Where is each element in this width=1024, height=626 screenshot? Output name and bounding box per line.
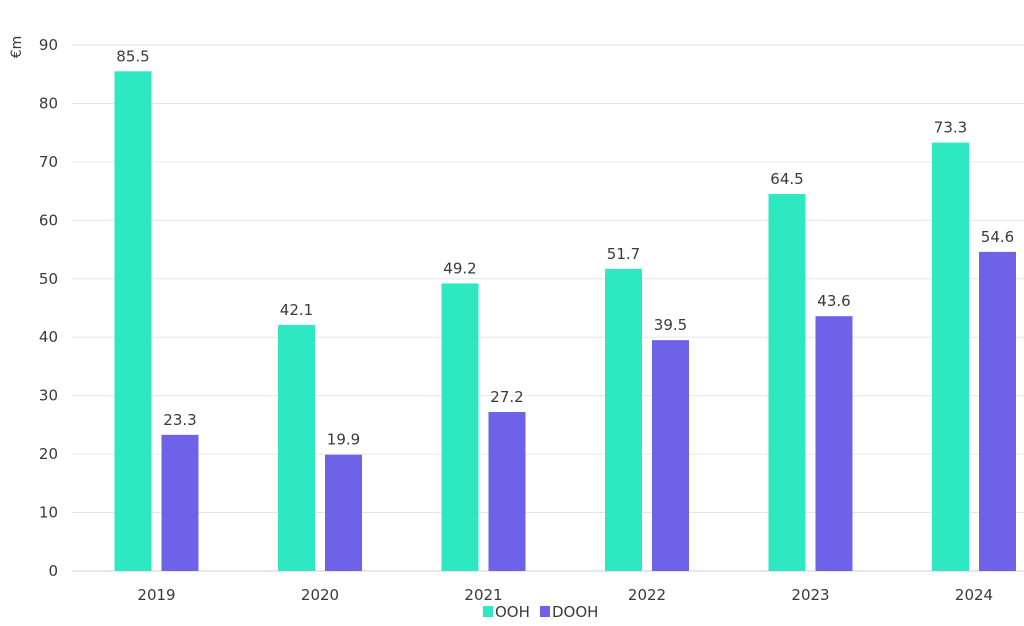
y-tick-label: 80 (39, 94, 58, 112)
x-tick-label: 2023 (791, 586, 829, 604)
x-tick-label: 2019 (137, 586, 175, 604)
y-tick-label: 20 (39, 445, 58, 463)
bar-dooh-2021 (488, 412, 526, 571)
x-tick-label: 2020 (301, 586, 339, 604)
y-tick-label: 30 (39, 387, 58, 405)
bar-ooh-2021 (441, 283, 479, 571)
bar-dooh-2020 (325, 454, 362, 571)
bar-dooh-2024 (979, 251, 1016, 572)
bar-dooh-2019 (161, 434, 199, 571)
legend-swatch-dooh (540, 606, 550, 617)
data-label: 27.2 (490, 388, 523, 406)
gridlines (72, 44, 1024, 572)
data-label: 42.1 (280, 301, 313, 319)
y-axis-ticks: 0 10 20 30 40 50 60 70 80 90 (39, 36, 58, 580)
x-tick-label: 2022 (628, 586, 666, 604)
data-label: 43.6 (817, 292, 850, 310)
y-axis-label: €m (9, 36, 25, 59)
legend-label-dooh: DOOH (552, 603, 598, 621)
legend: OOH DOOH (483, 603, 598, 621)
bar-dooh-2022 (652, 340, 689, 571)
data-labels: 85.5 23.3 42.1 19.9 49.2 27.2 51.7 39.5 64.5 43.6… (116, 47, 1014, 448)
data-label: 54.6 (981, 228, 1014, 246)
data-label: 39.5 (654, 316, 687, 334)
legend-label-ooh: OOH (495, 603, 530, 621)
y-tick-label: 10 (39, 504, 58, 522)
x-tick-label: 2024 (955, 586, 993, 604)
data-label: 85.5 (116, 47, 149, 65)
bar-ooh-2024 (932, 142, 969, 571)
data-label: 51.7 (607, 245, 640, 263)
x-tick-label: 2021 (464, 586, 502, 604)
data-label: 19.9 (327, 431, 360, 449)
y-tick-label: 90 (39, 36, 58, 54)
bar-ooh-2019 (114, 71, 152, 572)
legend-swatch-ooh (483, 606, 493, 617)
bar-ooh-2023 (768, 194, 806, 572)
y-tick-label: 50 (39, 270, 58, 288)
data-label: 73.3 (934, 119, 967, 137)
bar-ooh-2020 (278, 324, 315, 571)
bars (114, 71, 1016, 572)
y-tick-label: 40 (39, 328, 58, 346)
bar-ooh-2022 (605, 268, 642, 571)
x-axis-ticks: 2019 2020 2021 2022 2023 2024 (137, 586, 993, 604)
data-label: 64.5 (770, 170, 803, 188)
y-tick-label: 0 (48, 562, 58, 580)
bar-dooh-2023 (815, 316, 853, 571)
y-tick-label: 70 (39, 153, 58, 171)
y-tick-label: 60 (39, 211, 58, 229)
data-label: 49.2 (443, 259, 476, 277)
data-label: 23.3 (163, 411, 196, 429)
